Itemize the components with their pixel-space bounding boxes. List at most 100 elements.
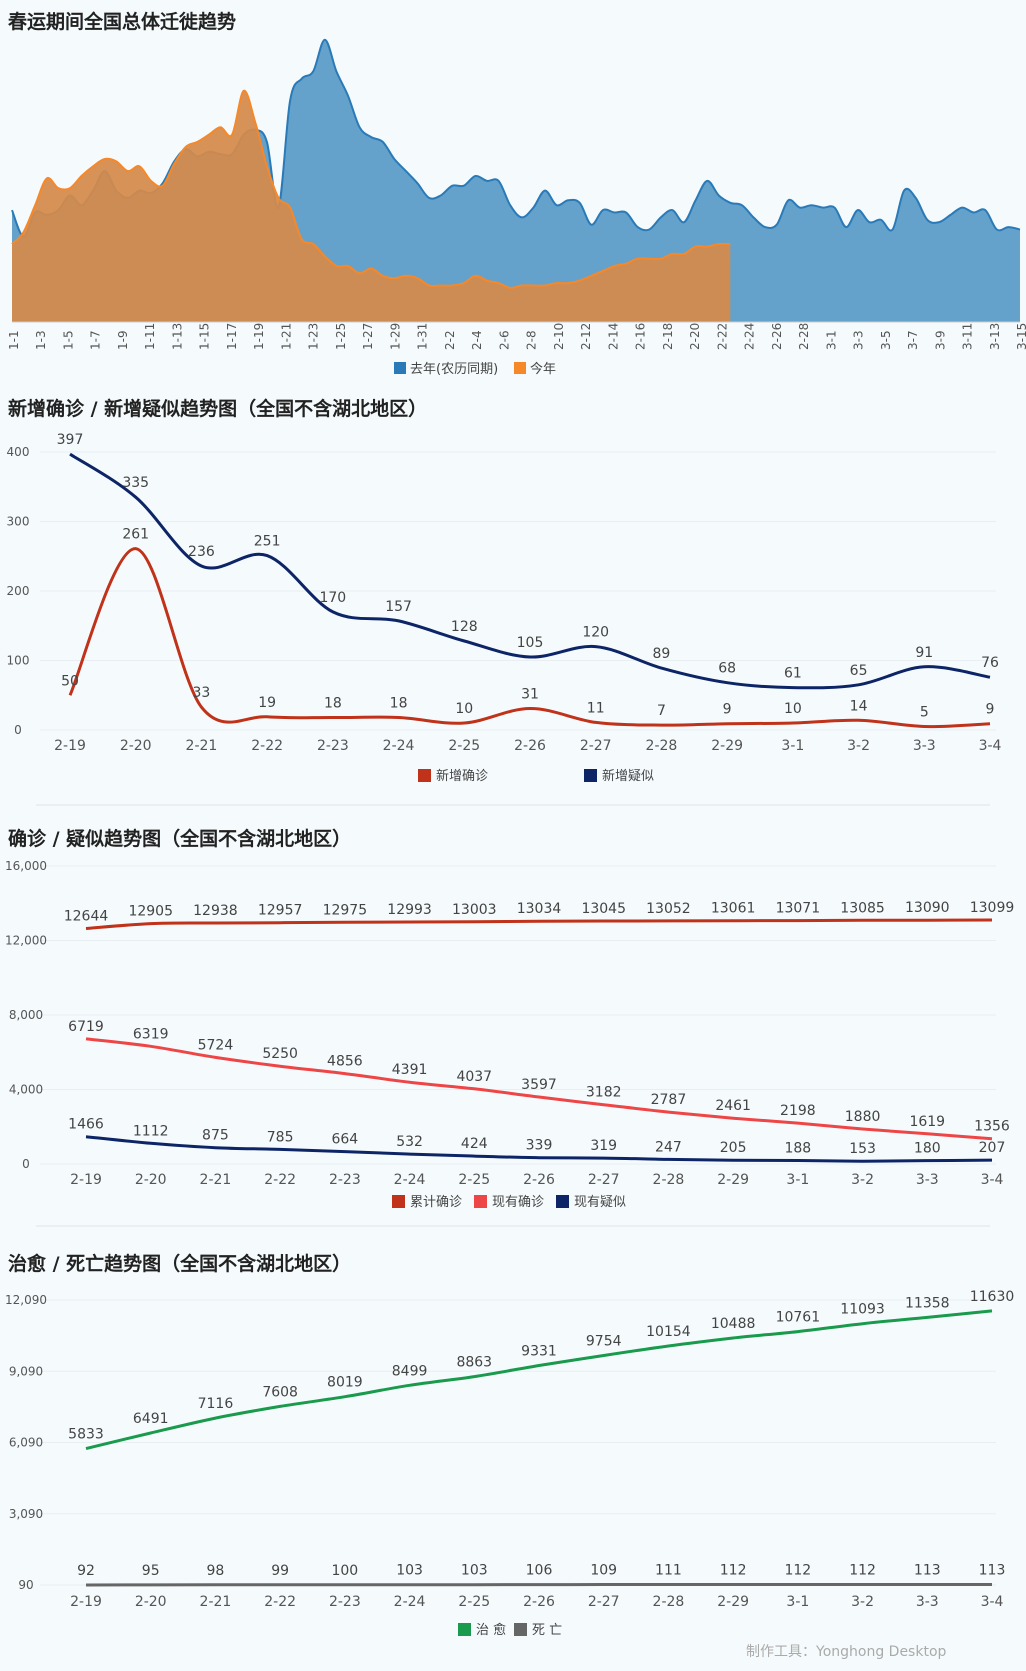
data-label: 13034 bbox=[517, 901, 562, 917]
x-tick-label: 2-29 bbox=[717, 1594, 749, 1610]
x-tick-label: 2-2 bbox=[443, 330, 457, 350]
x-tick-label: 2-28 bbox=[653, 1594, 685, 1610]
x-tick-label: 2-6 bbox=[497, 330, 511, 350]
legend-swatch bbox=[514, 1623, 527, 1636]
x-tick-label: 2-21 bbox=[186, 738, 218, 754]
legend-swatch bbox=[584, 769, 597, 782]
data-label: 170 bbox=[319, 590, 346, 606]
x-tick-label: 1-21 bbox=[279, 323, 293, 350]
data-label: 19 bbox=[258, 695, 276, 711]
data-label: 12957 bbox=[258, 903, 303, 919]
x-tick-label: 2-24 bbox=[394, 1172, 426, 1188]
y-tick-label: 300 bbox=[7, 515, 30, 529]
legend-label: 现有确诊 bbox=[492, 1195, 544, 1210]
x-tick-label: 2-23 bbox=[329, 1172, 361, 1188]
x-tick-label: 2-23 bbox=[317, 738, 349, 754]
x-tick-label: 2-28 bbox=[653, 1172, 685, 1188]
data-label: 76 bbox=[981, 655, 999, 671]
legend-swatch bbox=[514, 362, 526, 374]
data-label: 31 bbox=[521, 686, 539, 702]
data-label: 11630 bbox=[970, 1289, 1015, 1305]
x-tick-label: 2-21 bbox=[200, 1172, 232, 1188]
data-label: 4037 bbox=[456, 1069, 492, 1085]
x-tick-label: 3-2 bbox=[851, 1172, 874, 1188]
x-tick-label: 3-15 bbox=[1015, 323, 1026, 350]
x-tick-label: 3-9 bbox=[933, 330, 947, 350]
data-label: 4391 bbox=[392, 1062, 428, 1078]
legend-swatch bbox=[556, 1195, 569, 1208]
x-tick-label: 1-15 bbox=[198, 323, 212, 350]
y-tick-label: 9,090 bbox=[9, 1364, 43, 1378]
data-label: 5 bbox=[920, 705, 929, 721]
x-tick-label: 2-24 bbox=[383, 738, 415, 754]
y-tick-label: 90 bbox=[18, 1578, 33, 1592]
data-label: 109 bbox=[590, 1563, 617, 1579]
y-tick-label: 12,000 bbox=[5, 934, 47, 948]
data-label: 205 bbox=[720, 1140, 747, 1156]
data-label: 105 bbox=[517, 635, 544, 651]
x-tick-label: 1-19 bbox=[252, 323, 266, 350]
chart-title: 治愈 / 死亡趋势图（全国不含湖北地区） bbox=[8, 1252, 351, 1275]
data-label: 9 bbox=[723, 702, 732, 718]
data-label: 335 bbox=[122, 475, 149, 491]
data-label: 261 bbox=[122, 527, 149, 543]
x-tick-label: 1-7 bbox=[89, 330, 103, 350]
data-label: 10 bbox=[784, 701, 802, 717]
data-label: 1112 bbox=[133, 1123, 169, 1139]
data-label: 103 bbox=[396, 1563, 423, 1579]
x-tick-label: 2-20 bbox=[688, 323, 702, 350]
x-tick-label: 2-27 bbox=[580, 738, 612, 754]
series-line bbox=[68, 547, 991, 729]
x-tick-label: 2-26 bbox=[514, 738, 546, 754]
x-tick-label: 2-20 bbox=[120, 738, 152, 754]
x-tick-label: 1-1 bbox=[7, 330, 21, 350]
data-label: 12975 bbox=[323, 902, 368, 918]
data-label: 12993 bbox=[387, 902, 432, 918]
data-label: 112 bbox=[720, 1562, 747, 1578]
data-label: 106 bbox=[526, 1563, 553, 1579]
migration-chart: 春运期间全国总体迁徙趋势 1-1 1-3 1-5 1-7 1-9 1-11 1-13 1-15 1… bbox=[7, 10, 1026, 377]
data-label: 12905 bbox=[128, 904, 173, 920]
data-label: 18 bbox=[324, 695, 342, 711]
y-tick-label: 200 bbox=[7, 584, 30, 598]
data-label: 13085 bbox=[840, 900, 885, 916]
x-tick-label: 3-13 bbox=[988, 323, 1002, 350]
data-label: 6719 bbox=[68, 1019, 104, 1035]
data-label: 2198 bbox=[780, 1103, 816, 1119]
data-label: 13045 bbox=[581, 901, 626, 917]
legend-label: 现有疑似 bbox=[574, 1194, 626, 1210]
data-label: 112 bbox=[849, 1562, 876, 1578]
credit-text: 制作工具：Yonghong Desktop bbox=[746, 1644, 947, 1660]
x-tick-label: 2-12 bbox=[579, 323, 593, 350]
x-tick-label: 3-1 bbox=[781, 738, 804, 754]
data-label: 2787 bbox=[651, 1092, 687, 1108]
data-label: 8499 bbox=[392, 1363, 428, 1379]
x-tick-label: 1-27 bbox=[361, 323, 375, 350]
x-tick-label: 2-16 bbox=[634, 323, 648, 350]
data-label: 14 bbox=[850, 698, 868, 714]
data-label: 180 bbox=[914, 1141, 941, 1157]
y-tick-label: 16,000 bbox=[5, 859, 47, 873]
data-label: 6491 bbox=[133, 1411, 169, 1427]
series-area bbox=[12, 90, 731, 322]
x-tick-label: 2-29 bbox=[717, 1172, 749, 1188]
data-label: 103 bbox=[461, 1563, 488, 1579]
legend-swatch bbox=[394, 362, 406, 374]
x-tick-label: 3-11 bbox=[961, 323, 975, 350]
x-tick-label: 2-29 bbox=[711, 738, 743, 754]
data-label: 13052 bbox=[646, 901, 691, 917]
data-label: 10488 bbox=[711, 1316, 756, 1332]
y-tick-label: 400 bbox=[7, 445, 30, 459]
data-label: 319 bbox=[590, 1138, 617, 1154]
y-tick-label: 8,000 bbox=[9, 1008, 43, 1022]
x-tick-label: 2-25 bbox=[458, 1594, 490, 1610]
x-tick-label: 1-5 bbox=[61, 330, 75, 350]
x-tick-label: 2-8 bbox=[525, 330, 539, 350]
x-tick-label: 3-1 bbox=[786, 1594, 809, 1610]
legend-swatch bbox=[392, 1195, 405, 1208]
x-tick-label: 1-17 bbox=[225, 323, 239, 350]
legend-swatch bbox=[458, 1623, 471, 1636]
data-label: 33 bbox=[193, 685, 211, 701]
x-tick-label: 3-7 bbox=[906, 330, 920, 350]
data-label: 7608 bbox=[262, 1384, 298, 1400]
